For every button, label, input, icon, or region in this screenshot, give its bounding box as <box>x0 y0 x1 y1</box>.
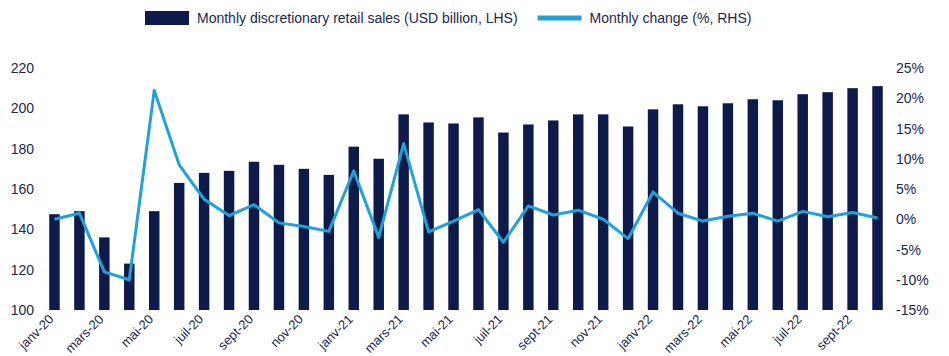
bar <box>623 126 633 310</box>
bar <box>748 99 758 310</box>
bar <box>249 162 259 310</box>
bar <box>274 165 284 310</box>
bar <box>324 175 334 310</box>
bar <box>698 106 708 310</box>
x-tick-label: janv-20 <box>15 312 56 353</box>
x-tick-label: nov-21 <box>567 312 606 351</box>
y-tick-label: 200 <box>11 100 35 116</box>
x-tick-label: mars-22 <box>661 312 705 356</box>
bar <box>872 86 882 310</box>
y2-tick-label: 15% <box>896 121 924 137</box>
y2-tick-label: -5% <box>896 242 921 258</box>
y2-tick-label: 10% <box>896 151 924 167</box>
y-tick-label: 180 <box>11 141 35 157</box>
x-tick-label: mars-21 <box>361 312 405 356</box>
legend-swatch <box>538 16 582 21</box>
y2-tick-label: -10% <box>896 272 929 288</box>
line <box>54 90 877 279</box>
bar <box>822 92 832 310</box>
bar <box>523 124 533 310</box>
bar <box>174 183 184 310</box>
y-tick-label: 100 <box>11 302 35 318</box>
y2-tick-label: 20% <box>896 90 924 106</box>
plot-area <box>49 86 883 310</box>
y-tick-label: 220 <box>11 60 35 76</box>
x-tick-label: juil-22 <box>769 312 805 348</box>
y-tick-label: 160 <box>11 181 35 197</box>
x-tick-label: juil-21 <box>470 312 506 348</box>
bar <box>648 109 658 310</box>
bar <box>797 94 807 310</box>
legend-label: Monthly change (%, RHS) <box>590 10 752 26</box>
bar <box>299 169 309 310</box>
bar <box>598 114 608 310</box>
y2-tick-label: 25% <box>896 60 924 76</box>
bar <box>49 214 59 310</box>
bar <box>773 100 783 310</box>
legend-label: Monthly discretionary retail sales (USD … <box>197 10 518 26</box>
bar <box>224 171 234 310</box>
y2-tick-label: 0% <box>896 211 916 227</box>
x-tick-label: mai-22 <box>716 312 755 351</box>
bar <box>847 88 857 310</box>
x-tick-label: sept-21 <box>514 312 555 353</box>
y2-tick-label: 5% <box>896 181 916 197</box>
x-tick-label: sept-20 <box>215 312 256 353</box>
bar <box>673 104 683 310</box>
bar <box>448 123 458 310</box>
x-tick-label: mars-20 <box>62 312 106 356</box>
y2-tick-label: -15% <box>896 302 929 318</box>
x-tick-label: janv-22 <box>614 312 655 353</box>
x-tick-label: janv-21 <box>314 312 355 353</box>
bar <box>723 103 733 310</box>
x-tick-label: mai-20 <box>118 312 157 351</box>
x-tick-label: nov-20 <box>267 312 306 351</box>
chart: 100 120 140 160 180 200 220 -15% -10% -5% 0% 5% 10% 1… <box>0 0 949 356</box>
x-tick-label: sept-22 <box>813 312 854 353</box>
y-tick-label: 120 <box>11 262 35 278</box>
x-tick-label: mai-21 <box>417 312 456 351</box>
bar <box>498 133 508 310</box>
legend-swatch <box>145 11 189 25</box>
bar <box>74 211 84 310</box>
x-tick-label: juil-20 <box>170 312 206 348</box>
y-tick-label: 140 <box>11 221 35 237</box>
bar <box>149 211 159 310</box>
